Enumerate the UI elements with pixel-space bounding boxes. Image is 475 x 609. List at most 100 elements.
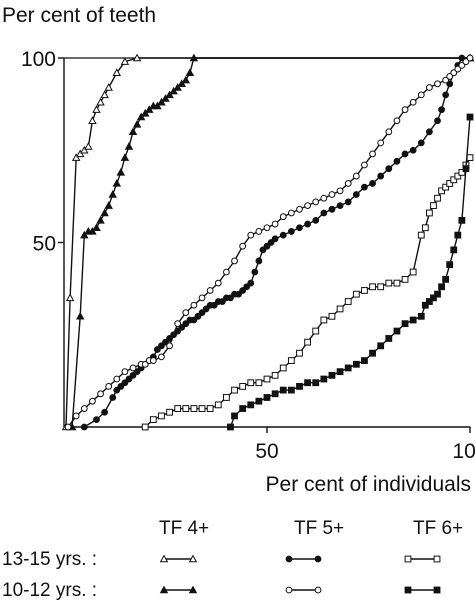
data-point [462,165,470,173]
data-point [190,316,198,324]
data-point [113,375,121,383]
data-point [140,108,150,117]
data-point [141,423,149,431]
data-point [80,405,88,412]
data-point [255,379,263,387]
data-point [320,209,328,217]
data-point [231,257,238,265]
data-point [271,220,279,228]
data-point [304,379,312,387]
data-point [218,298,226,305]
data-point [162,338,169,346]
data-point [169,86,178,95]
data-point [401,320,409,328]
data-point [263,224,271,232]
data-point [80,145,89,154]
data-point [466,113,474,121]
series-tf4_10_12 [67,53,475,431]
data-point [377,172,385,180]
legend-swatch-tf5_13_15 [285,555,322,563]
data-point [263,394,271,401]
data-point [165,90,174,99]
data-point [434,117,441,125]
x-axis-label: Per cent of individuals [266,473,471,496]
data-point [80,230,89,239]
data-point [157,97,166,106]
data-point [320,316,328,324]
data-point [417,91,425,99]
data-point [446,180,454,187]
data-point [112,68,122,76]
data-point [426,209,433,217]
data-point [446,261,454,269]
legend-marker [404,555,412,563]
data-point [438,106,445,114]
data-point [426,298,433,305]
data-point [442,76,450,84]
data-point [377,342,385,350]
data-point [421,301,429,309]
data-point [255,257,263,265]
legend-col-tf4: TF 4+ [159,518,209,539]
legend-swatch-tf5_10_12 [285,586,322,594]
data-point [352,191,360,198]
data-point [132,53,142,62]
data-point [336,202,344,210]
data-point [145,105,154,113]
data-point [430,202,437,209]
data-point [426,84,433,91]
data-point [377,283,385,291]
data-point [312,198,320,206]
data-point [136,112,146,121]
data-point [65,293,75,302]
legend-marker [433,586,441,594]
data-point [417,231,425,239]
series-tf4_13_15 [61,53,475,431]
x-tick-label: 100 [452,440,475,463]
data-point [466,154,474,162]
legend-swatch-tf4_13_15 [159,554,198,563]
data-point [100,208,109,217]
data-point [153,101,162,110]
data-point [409,98,417,106]
data-point [450,246,458,254]
data-point [121,379,129,387]
data-point [129,364,137,372]
data-point [64,423,72,431]
legend-col-tf6: TF 6+ [413,518,463,539]
data-point [92,223,101,231]
data-point [153,346,161,353]
legend-marker [285,555,293,563]
data-point [450,176,458,184]
data-point [458,54,466,62]
data-point [442,183,450,191]
data-point [247,379,255,387]
data-point [227,294,234,302]
data-point [393,279,401,287]
data-point [454,172,462,180]
data-point [361,183,368,191]
data-point [101,408,108,416]
data-point [352,290,360,298]
data-point [287,357,295,364]
data-point [369,283,376,291]
series-tf6_13_15 [141,154,474,431]
data-point [166,408,173,416]
data-point [296,349,303,357]
data-point [328,371,336,379]
data-point [97,390,104,398]
data-point [352,360,360,368]
data-point [312,327,320,335]
data-point [279,231,287,239]
data-point [336,305,344,313]
y-axis-label: Per cent of teeth [2,4,156,27]
data-point [239,242,247,250]
data-point [344,180,352,187]
data-point [417,312,425,320]
data-point [96,97,105,106]
data-point [231,412,238,420]
data-point [247,279,255,287]
legend-swatch-tf6_10_12 [404,586,441,594]
data-point [393,117,401,125]
